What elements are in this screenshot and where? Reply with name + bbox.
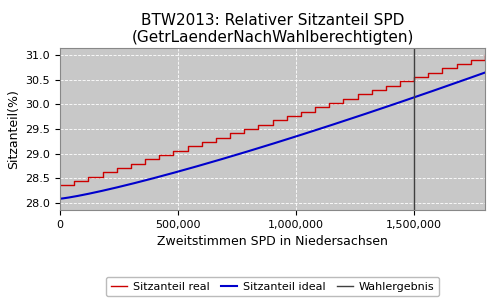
Sitzanteil real [482,54,488,57]
Title: BTW2013: Relativer Sitzanteil SPD
(GetrLaenderNachWahlberechtigten): BTW2013: Relativer Sitzanteil SPD (GetrL… [132,13,414,45]
Sitzanteil ideal [482,71,488,74]
Sitzanteil ideal [349,116,355,120]
Sitzanteil real [156,153,162,157]
Sitzanteil ideal [57,197,63,200]
Line: Sitzanteil real: Sitzanteil real [60,56,485,185]
Line: Sitzanteil ideal: Sitzanteil ideal [60,73,485,199]
Sitzanteil real [57,184,63,187]
Sitzanteil real [312,106,318,109]
Sitzanteil real [284,114,290,118]
X-axis label: Zweitstimmen SPD in Niedersachsen: Zweitstimmen SPD in Niedersachsen [157,235,388,248]
Legend: Sitzanteil real, Sitzanteil ideal, Wahlergebnis: Sitzanteil real, Sitzanteil ideal, Wahle… [106,277,439,296]
Sitzanteil ideal [100,189,106,192]
Sitzanteil ideal [388,103,394,107]
Sitzanteil real [426,71,432,74]
Sitzanteil ideal [244,150,250,153]
Sitzanteil ideal [396,101,402,104]
Sitzanteil ideal [229,154,235,158]
Y-axis label: Sitzanteil(%): Sitzanteil(%) [7,89,20,169]
Sitzanteil real [142,158,148,161]
Sitzanteil real [213,140,219,144]
